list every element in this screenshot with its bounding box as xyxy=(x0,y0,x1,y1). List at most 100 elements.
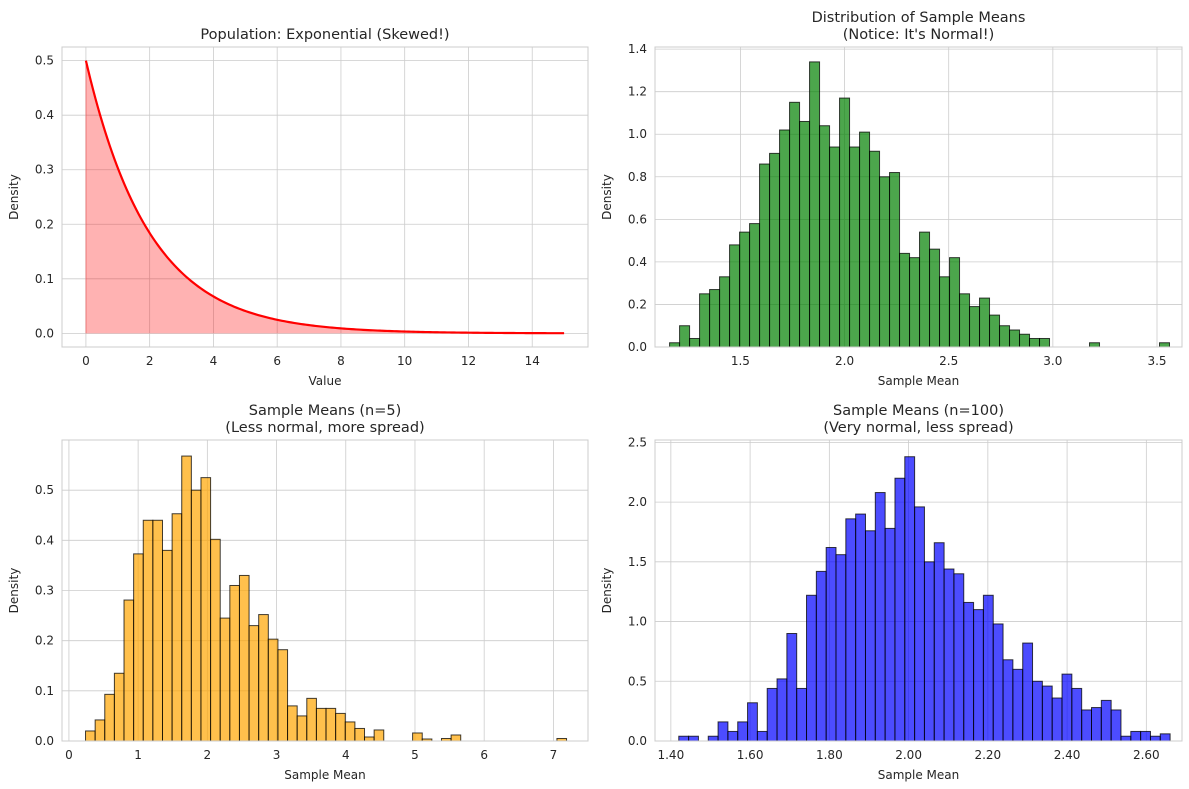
histogram-bar xyxy=(354,727,366,742)
histogram-bar xyxy=(152,519,163,742)
y-tick-label: 1.0 xyxy=(628,127,647,141)
histogram-bar xyxy=(669,342,681,348)
histogram-bar xyxy=(1022,642,1034,742)
histogram-bar xyxy=(1061,673,1073,742)
histogram-bar xyxy=(1149,735,1161,742)
histogram-bar xyxy=(879,176,891,348)
y-axis-label: Density xyxy=(7,174,21,220)
y-tick-label: 0.1 xyxy=(35,272,54,286)
histogram-bar xyxy=(963,601,975,742)
histogram-bar xyxy=(1041,685,1053,742)
histogram-bar xyxy=(749,223,761,348)
histogram-bar xyxy=(1159,342,1171,348)
x-tick-label: 14 xyxy=(525,354,540,368)
histogram-bar xyxy=(142,519,154,742)
histogram-bar xyxy=(923,561,935,742)
histogram-bar xyxy=(258,614,269,742)
histogram-bar xyxy=(969,306,981,348)
histogram-bar xyxy=(829,146,841,348)
histogram-bar xyxy=(953,573,965,742)
histogram-bar xyxy=(806,594,817,742)
x-tick-label: 6 xyxy=(273,354,281,368)
histogram-bar xyxy=(999,325,1011,348)
histogram-bar xyxy=(688,735,699,742)
y-tick-label: 0.0 xyxy=(628,734,647,748)
y-tick-label: 0.4 xyxy=(35,108,54,122)
y-tick-label: 0.3 xyxy=(35,584,54,598)
histogram-bar xyxy=(776,678,788,742)
histogram-bar xyxy=(869,150,881,348)
histogram-bar xyxy=(1009,329,1021,348)
histogram-bar xyxy=(1071,687,1083,742)
histogram-bar xyxy=(1100,699,1112,742)
histogram-bar xyxy=(315,707,327,742)
histogram-bar xyxy=(855,513,866,742)
histogram-bar xyxy=(992,623,1004,742)
y-axis-label: Density xyxy=(600,174,614,220)
histogram-bar xyxy=(799,120,811,348)
histogram-bar xyxy=(904,456,916,742)
x-tick-label: 8 xyxy=(337,354,345,368)
histogram-bar xyxy=(707,735,719,742)
x-tick-label: 1.40 xyxy=(657,748,684,762)
histogram-bar xyxy=(679,325,691,348)
y-tick-label: 0.4 xyxy=(628,255,647,269)
x-tick-label: 1.60 xyxy=(737,748,764,762)
histogram-bar xyxy=(1081,709,1092,742)
x-tick-label: 1 xyxy=(134,748,142,762)
histogram-bar xyxy=(859,131,871,348)
histogram-bar xyxy=(727,730,739,742)
histogram-bar xyxy=(864,530,876,742)
y-tick-label: 0.0 xyxy=(35,326,54,340)
histogram-bar xyxy=(1090,707,1102,742)
histogram-bar xyxy=(181,455,192,742)
histogram-bar xyxy=(229,584,240,742)
y-tick-label: 0.4 xyxy=(35,533,54,547)
histogram-bar xyxy=(133,553,144,742)
histogram-bar xyxy=(113,672,125,742)
histogram-bar xyxy=(982,594,994,742)
chart-title: (Less normal, more spread) xyxy=(225,420,424,436)
x-tick-label: 2.5 xyxy=(939,354,958,368)
histogram-bar xyxy=(94,719,106,742)
histogram-bar xyxy=(979,297,991,348)
histogram-bar xyxy=(1029,337,1041,348)
y-tick-label: 1.5 xyxy=(628,555,647,569)
histogram-bar xyxy=(719,276,731,348)
y-tick-label: 2.0 xyxy=(628,495,647,509)
histogram-bar xyxy=(919,231,931,348)
histogram-bar xyxy=(959,293,971,348)
x-tick-label: 2.40 xyxy=(1054,748,1081,762)
histogram-bar xyxy=(1140,730,1151,742)
histogram-bar xyxy=(287,705,298,742)
histogram-bar xyxy=(914,506,925,742)
x-tick-label: 5 xyxy=(411,748,419,762)
histogram-bar xyxy=(1019,333,1031,348)
histogram-bar xyxy=(1130,730,1142,742)
chart-title: Population: Exponential (Skewed!) xyxy=(200,27,449,43)
y-tick-label: 0.0 xyxy=(628,340,647,354)
histogram-bar xyxy=(1089,342,1101,348)
histogram-bar xyxy=(219,617,231,742)
histogram-bar xyxy=(766,687,778,742)
histogram-bar xyxy=(171,513,183,742)
histogram-bar xyxy=(85,730,96,742)
histogram-bar xyxy=(104,693,115,742)
histogram-bar xyxy=(344,721,356,742)
histogram-bar xyxy=(267,638,279,742)
density-line xyxy=(84,60,565,335)
histogram-bar xyxy=(899,252,911,348)
histogram-bar xyxy=(123,599,135,742)
x-tick-label: 2 xyxy=(146,354,154,368)
x-tick-label: 6 xyxy=(480,748,488,762)
x-tick-label: 2.0 xyxy=(835,354,854,368)
chart-panel-3: 0 1 2 3 4 5 6 7 0.0 0.1 0.2 0.3 0.4 0.5 Sample Mean Den… xyxy=(7,403,589,782)
histogram-bar xyxy=(894,477,906,742)
x-tick-label: 1.80 xyxy=(816,748,843,762)
histogram-bar xyxy=(1032,680,1043,742)
x-tick-label: 1.5 xyxy=(731,354,750,368)
x-axis-label: Sample Mean xyxy=(878,768,960,782)
histogram-bar xyxy=(306,697,317,742)
y-tick-label: 0.0 xyxy=(35,734,54,748)
histogram-bar xyxy=(717,721,729,742)
